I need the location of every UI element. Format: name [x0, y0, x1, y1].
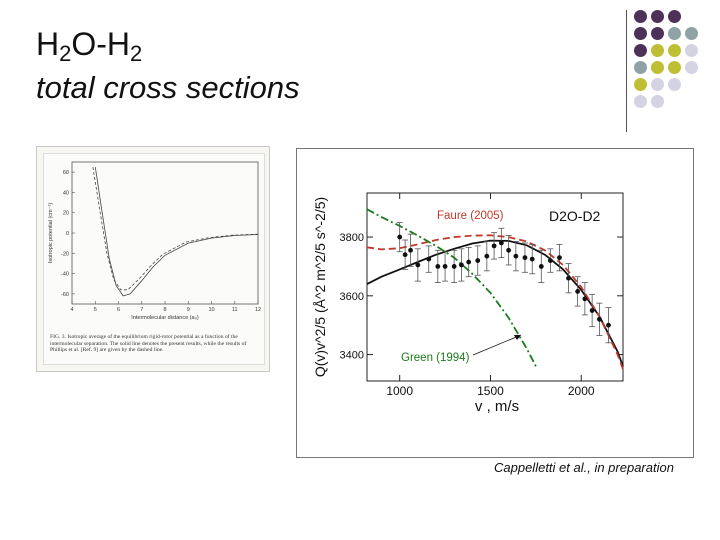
data-point — [491, 243, 497, 249]
green-arrowhead — [514, 335, 521, 340]
data-point — [426, 256, 432, 262]
data-point — [538, 264, 544, 269]
plot-frame — [71, 161, 259, 305]
data-point — [498, 240, 504, 246]
green-arrow — [472, 334, 522, 356]
y-tick-label: -60 — [61, 292, 69, 298]
data-point — [459, 262, 464, 268]
decor-dot — [634, 78, 647, 91]
x-tick-label: 7 — [140, 307, 143, 313]
y-tick-label: -20 — [61, 251, 69, 257]
citation-text: Cappelletti et al., in preparation — [494, 460, 674, 475]
y-tick-label: 3800 — [340, 232, 364, 244]
faure-annotation: Faure (2005) — [437, 210, 504, 222]
potential-figure-panel: 4 5 6 7 8 9 10 11 12 60 40 20 0 -20 -40 -60 Intermolecul… — [43, 153, 265, 365]
data-point — [506, 247, 512, 253]
x-tick-label: 12 — [255, 307, 261, 313]
cross-section-chart: 1000 1500 2000 3400 3600 3800 v , m/s Q(v)v^2/5… — [312, 192, 624, 415]
decor-dot — [651, 10, 664, 23]
decor-dot — [668, 78, 681, 91]
data-point — [522, 255, 528, 261]
potential-figure: 4 5 6 7 8 9 10 11 12 60 40 20 0 -20 -40 -60 Intermolecul… — [36, 146, 270, 372]
chart-title: D2O-D2 — [549, 208, 601, 224]
decor-dot — [634, 10, 647, 23]
decor-dot — [668, 27, 681, 40]
x-tick-label: 11 — [232, 307, 238, 313]
y-axis-label: Q(v)v^2/5 (Å^2 m^2/5 s^-2/5) — [312, 197, 328, 377]
faure-line — [366, 234, 624, 370]
decor-dot — [668, 10, 681, 23]
y-tick-label: 60 — [63, 170, 69, 176]
decor-dot — [651, 95, 664, 108]
decor-dot — [651, 61, 664, 74]
x-tick-label: 5 — [94, 307, 97, 313]
data-point — [475, 258, 481, 263]
data-point — [435, 264, 441, 269]
data-point — [442, 264, 448, 269]
data-point — [575, 289, 581, 294]
data-point — [589, 308, 595, 313]
data-point — [484, 253, 490, 259]
y-tick-label: 20 — [63, 211, 69, 217]
x-tick-label: 9 — [187, 307, 190, 313]
green-line — [366, 208, 537, 367]
x-tick-label: 1500 — [477, 384, 504, 398]
x-axis-label: v , m/s — [475, 398, 519, 415]
data-point — [408, 247, 413, 253]
decor-dot — [685, 44, 698, 57]
y-axis-label: Isotropic potential (cm⁻¹) — [48, 203, 54, 264]
phillips-dashed-line — [92, 167, 259, 291]
decor-dot — [634, 44, 647, 57]
data-point — [606, 322, 611, 328]
x-tick-label: 4 — [70, 307, 73, 313]
x-axis-label: Intermolecular distance (a₀) — [131, 315, 199, 321]
data-point — [582, 296, 588, 302]
x-tick-label: 1000 — [386, 384, 413, 398]
decor-dot — [634, 61, 647, 74]
data-point — [547, 258, 553, 263]
data-point — [415, 262, 421, 268]
x-tick-label: 8 — [163, 307, 166, 313]
decor-dot — [685, 61, 698, 74]
decor-dot — [651, 78, 664, 91]
present-results-line — [94, 167, 259, 297]
decor-dot — [634, 95, 647, 108]
data-point — [397, 234, 403, 240]
green-annotation: Green (1994) — [401, 352, 470, 364]
decor-dot — [651, 27, 664, 40]
potential-chart: 4 5 6 7 8 9 10 11 12 60 40 20 0 -20 -40 -60 Intermolecul… — [48, 161, 261, 321]
y-tick-label: 3400 — [340, 350, 364, 362]
data-point — [596, 316, 602, 322]
data-point — [451, 264, 457, 269]
data-point — [566, 275, 571, 281]
x-tick-label: 6 — [117, 307, 120, 313]
present-fit-line — [366, 239, 624, 367]
decor-dot — [685, 27, 698, 40]
data-point — [466, 259, 472, 265]
potential-figure-caption: FIG. 3. Isotropic average of the equilib… — [50, 334, 247, 354]
data-point — [557, 255, 562, 261]
x-tick-label: 2000 — [568, 384, 595, 398]
data-point — [513, 253, 519, 259]
data-point — [402, 252, 408, 258]
y-tick-label: -40 — [61, 272, 69, 278]
decor-dot — [668, 44, 681, 57]
slide-subtitle: total cross sections — [36, 70, 300, 105]
y-tick-label: 3600 — [340, 291, 364, 303]
cross-section-figure: 1000 1500 2000 3400 3600 3800 v , m/s Q(v)v^2/5… — [296, 148, 694, 458]
decor-dot — [668, 61, 681, 74]
x-tick-label: 10 — [208, 307, 214, 313]
plot-frame — [366, 192, 624, 382]
slide-title: H2O-H2 — [36, 26, 143, 66]
y-tick-label: 0 — [66, 231, 69, 237]
decor-dot — [634, 27, 647, 40]
y-tick-label: 40 — [63, 190, 69, 196]
data-point — [529, 256, 535, 262]
decor-dot — [651, 44, 664, 57]
divider-line — [626, 10, 627, 132]
